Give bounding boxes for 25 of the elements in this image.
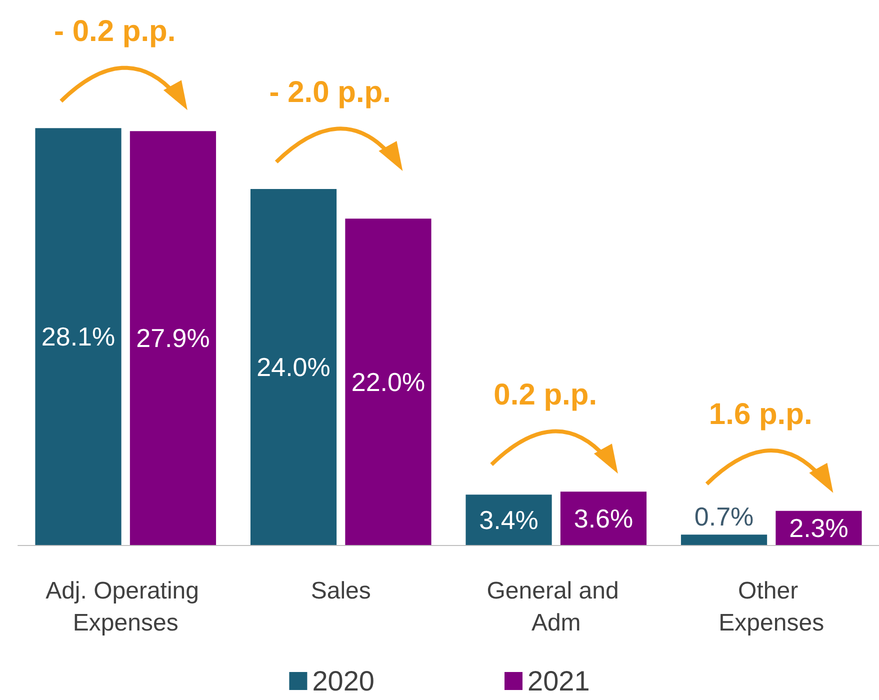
text: - 2.0 p.p.: [269, 76, 391, 109]
bar: [250, 189, 337, 545]
bar: [560, 492, 647, 545]
text: - 0.2 p.p.: [54, 15, 176, 48]
x-tick-label: Sales: [310, 578, 371, 604]
data-label: 3.4%: [479, 504, 538, 535]
bar: [130, 131, 216, 545]
annotation: 0.2 p.p.: [494, 378, 598, 412]
data-label: 2.3%: [789, 512, 848, 543]
data-label: 22.0%: [351, 366, 426, 397]
bar: [35, 128, 122, 545]
data-label: 3.6%: [574, 503, 634, 534]
data-label: 24.0%: [256, 352, 330, 382]
bar: [680, 534, 768, 545]
bar: [466, 494, 552, 545]
x-tick-label: Adj. Operating Expenses: [46, 578, 206, 636]
annotation: 1.6 p.p.: [708, 398, 812, 431]
data-label: 27.9%: [136, 323, 210, 354]
x-tick-label: General and Adm: [486, 578, 626, 636]
data-label: 0.7%: [694, 502, 754, 532]
data-label: 28.1%: [41, 322, 116, 352]
legend-label: 2021: [528, 666, 590, 696]
x-tick-label: Other Expenses: [718, 578, 824, 636]
legend-label: 2020: [312, 666, 375, 696]
bar: [345, 218, 432, 545]
